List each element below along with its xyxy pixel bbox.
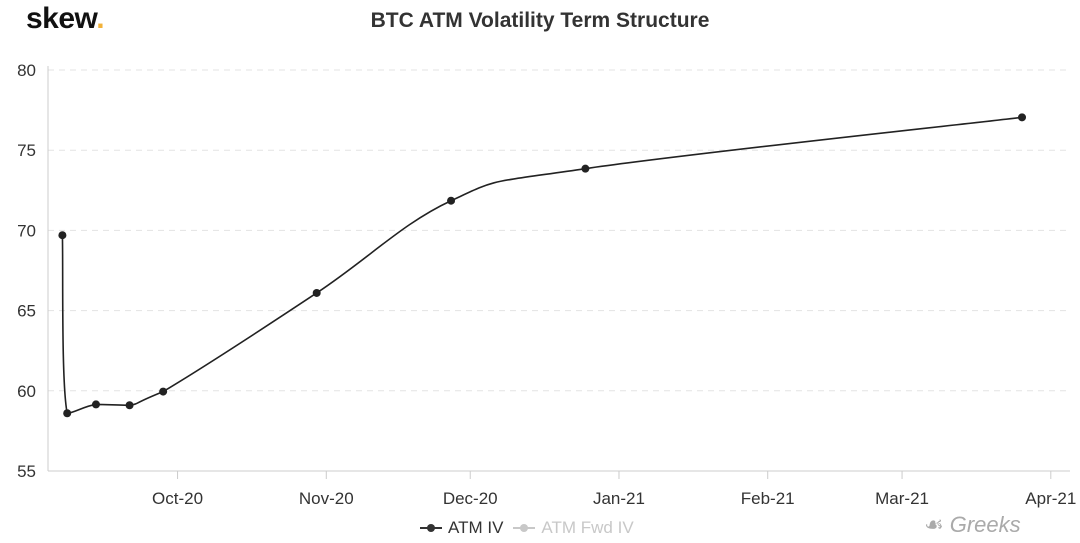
- data-point: [1018, 113, 1027, 122]
- y-tick-label: 75: [17, 141, 36, 160]
- watermark-text: Greeks: [949, 512, 1021, 537]
- y-tick-label: 80: [17, 61, 36, 80]
- x-tick-label: Dec-20: [443, 489, 498, 508]
- wechat-icon: ☙: [924, 512, 944, 537]
- x-tick-label: Nov-20: [299, 489, 354, 508]
- series-line-atm-iv: [61, 116, 1023, 415]
- y-tick-label: 65: [17, 302, 36, 321]
- chart-title: BTC ATM Volatility Term Structure: [370, 9, 710, 32]
- series-atm-iv: [58, 113, 1027, 418]
- x-tick-label: Mar-21: [875, 489, 929, 508]
- axes: 55 60 65 70 75 80 Oct-20 Nov-20 Dec-20 Jan-21 Feb-…: [17, 61, 1076, 508]
- data-point: [125, 401, 134, 410]
- y-tick-label: 60: [17, 382, 36, 401]
- legend-item-atm-iv[interactable]: ATM IV: [420, 518, 503, 538]
- y-tick-label: 70: [17, 221, 36, 240]
- x-tick-label: Oct-20: [152, 489, 203, 508]
- legend-marker-atm-fwd-iv: [513, 521, 536, 535]
- legend-marker-atm-iv: [420, 521, 442, 535]
- grid-lines: [48, 69, 1070, 392]
- y-tick-label: 55: [17, 462, 36, 481]
- legend-label-atm-iv: ATM IV: [448, 518, 504, 537]
- data-point: [159, 387, 168, 396]
- x-tick-label: Feb-21: [741, 489, 795, 508]
- x-tick-label: Jan-21: [593, 489, 645, 508]
- watermark: ☙ Greeks: [924, 512, 1021, 538]
- data-point: [63, 409, 72, 418]
- data-point: [447, 196, 456, 205]
- legend: ATM IV ATM Fwd IV: [420, 518, 634, 538]
- data-point: [58, 231, 67, 240]
- data-point: [312, 288, 321, 297]
- legend-label-atm-fwd-iv: ATM Fwd IV: [541, 518, 634, 537]
- skew-logo: skew.: [26, 2, 105, 35]
- data-point: [581, 164, 590, 173]
- legend-item-atm-fwd-iv[interactable]: ATM Fwd IV: [513, 518, 634, 538]
- x-tick-label: Apr-21: [1025, 489, 1076, 508]
- data-point: [91, 400, 100, 409]
